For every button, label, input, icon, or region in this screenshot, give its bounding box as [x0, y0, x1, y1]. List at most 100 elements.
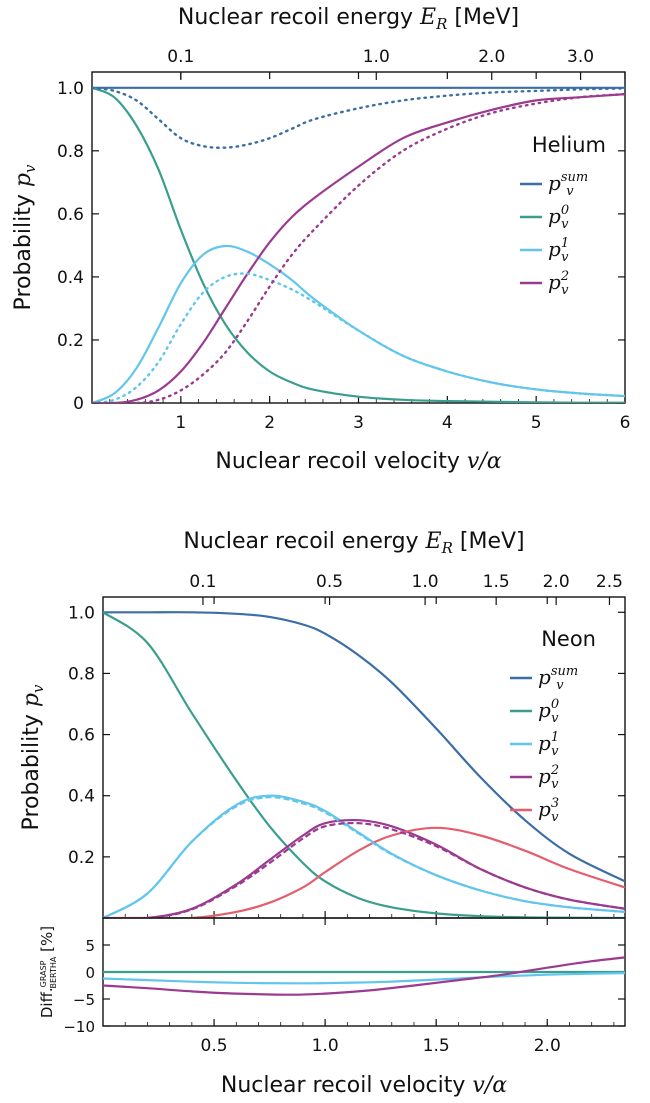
y-axis-title-prefix: Probability [19, 707, 44, 830]
top-axis-title-unit: [MeV] [447, 5, 519, 30]
x-tick-label: 6 [620, 413, 631, 433]
legend-entry-sup: 3 [551, 796, 559, 811]
top-axis-title-prefix: Nuclear recoil energy [183, 529, 425, 554]
legend-entry-base: p [548, 270, 561, 294]
series-line [103, 956, 625, 996]
series-line [92, 86, 625, 403]
y-tick-label: 0 [85, 964, 95, 982]
top-axis-tick-label: 1.0 [363, 47, 390, 67]
top-axis-tick-label: 1.5 [483, 572, 510, 592]
top-axis-title-math: E [425, 529, 442, 554]
top-axis-tick-label: 3.0 [567, 47, 594, 67]
y-tick-label: 1.0 [57, 79, 84, 99]
series-line [92, 93, 625, 403]
top-axis-title: Nuclear recoil energy ER [MeV] [178, 5, 519, 33]
legend-entry-sup: sum [561, 170, 588, 185]
legend-title: Neon [541, 627, 596, 651]
y-tick-label: 0.6 [68, 726, 95, 746]
top-axis-title-sub: R [441, 539, 453, 557]
x-tick-label: 5 [531, 413, 542, 433]
neon-diff-panel: 0.5 1.0 1.5 2.0 −10 −5 0 5 Nuclear recoil veloci… [38, 917, 626, 1098]
y-axis-title: Diff.GRASPBERTHA [%] [38, 926, 58, 1018]
y-tick-label: −10 [63, 1018, 95, 1036]
legend-entry-sub: v [556, 678, 564, 693]
legend-entry-base: p [538, 731, 551, 755]
legend-entry-sub: v [551, 777, 559, 792]
y-tick-label: 0.8 [57, 142, 84, 162]
legend-entry-sup: 0 [551, 697, 559, 712]
y-axis-title-prefix: Probability [11, 187, 36, 310]
y-tick-label: 1.0 [68, 603, 95, 623]
legend-entry-sub: v [551, 711, 559, 726]
legend-entry: psum v [548, 170, 588, 199]
top-axis-title-math: E [419, 5, 436, 30]
x-axis-title: Nuclear recoil velocity v/α [215, 449, 501, 474]
x-tick-label: 2.0 [534, 1036, 561, 1056]
legend-entry: p3 v [538, 796, 559, 825]
y-tick-label: 5 [85, 937, 95, 955]
series-line [92, 86, 625, 149]
legend-entry-sub: v [561, 283, 569, 298]
helium-chart: 1 2 3 4 5 6 0 0.2 0.4 0.6 0.8 1.0 0.1 1.0 2.0 3.0 Nuclea… [11, 5, 630, 474]
x-axis-title-math: v/α [472, 1073, 507, 1098]
legend-entry-base: p [548, 171, 561, 195]
top-axis-tick-label: 1.0 [412, 572, 439, 592]
y-axis-title-text: Diff. [38, 987, 56, 1018]
legend-entry-sub: v [566, 184, 574, 199]
y-tick-label: −5 [73, 991, 95, 1009]
x-tick-label: 2 [264, 413, 275, 433]
top-axis-tick-label: 2.0 [543, 572, 570, 592]
y-tick-label: 0.2 [57, 331, 84, 351]
top-axis-tick-label: 0.1 [189, 572, 216, 592]
x-tick-label: 0.5 [201, 1036, 228, 1056]
legend-entry: p0 v [548, 203, 569, 232]
y-axis-title: Probability pv [19, 684, 47, 830]
y-tick-label: 0.8 [68, 664, 95, 684]
top-axis-title: Nuclear recoil energy ER [MeV] [183, 529, 524, 557]
top-axis-tick-label: 0.1 [167, 47, 194, 67]
top-axis-tick-label: 2.5 [596, 572, 623, 592]
series-line [103, 796, 625, 918]
y-tick-label: 0.2 [68, 848, 95, 868]
x-axis-title: Nuclear recoil velocity v/α [221, 1073, 507, 1098]
y-axis-title-sub: BERTHA [49, 956, 58, 988]
legend-entry-sup: 2 [560, 269, 569, 284]
legend-entry-base: p [538, 698, 551, 722]
legend-entry-sub: v [551, 744, 559, 759]
x-axis-title-math: v/α [467, 449, 502, 474]
series-line [92, 272, 625, 403]
top-axis-title-sub: R [435, 15, 447, 33]
legend-entry: psum v [538, 664, 578, 693]
x-axis-title-prefix: Nuclear recoil velocity [215, 449, 467, 474]
series-line [103, 611, 625, 918]
x-tick-label: 1.0 [312, 1036, 339, 1056]
series-line [103, 972, 625, 985]
legend-entry-base: p [538, 665, 551, 689]
series-line [103, 821, 625, 918]
legend-entry-base: p [538, 764, 551, 788]
y-axis-title-sub: v [29, 684, 47, 693]
top-axis-tick-label: 2.0 [478, 47, 505, 67]
y-axis-title-sub: v [21, 164, 39, 173]
series-line [92, 92, 625, 403]
top-axis-title-unit: [MeV] [453, 529, 525, 554]
y-axis-title: Probability pv [11, 164, 39, 310]
y-tick-label: 0.4 [68, 787, 95, 807]
plot-frame [91, 71, 626, 404]
legend-entry-sup: 2 [550, 763, 559, 778]
legend-entry: p1 v [548, 236, 569, 265]
y-axis-title-math: p [11, 173, 36, 187]
legend-title: Helium [532, 133, 606, 157]
legend-entry-base: p [538, 797, 551, 821]
y-tick-label: 0.4 [57, 268, 84, 288]
y-tick-label: 0.6 [57, 205, 84, 225]
legend-entry-base: p [548, 237, 561, 261]
top-axis-title-prefix: Nuclear recoil energy [178, 5, 420, 30]
legend-entry: p1 v [538, 730, 559, 759]
legend-entry-sub: v [551, 810, 559, 825]
x-tick-label: 1 [175, 413, 186, 433]
x-axis-title-prefix: Nuclear recoil velocity [221, 1073, 473, 1098]
legend-entry: p2 v [548, 269, 569, 298]
legend-entry-sup: 0 [561, 203, 569, 218]
